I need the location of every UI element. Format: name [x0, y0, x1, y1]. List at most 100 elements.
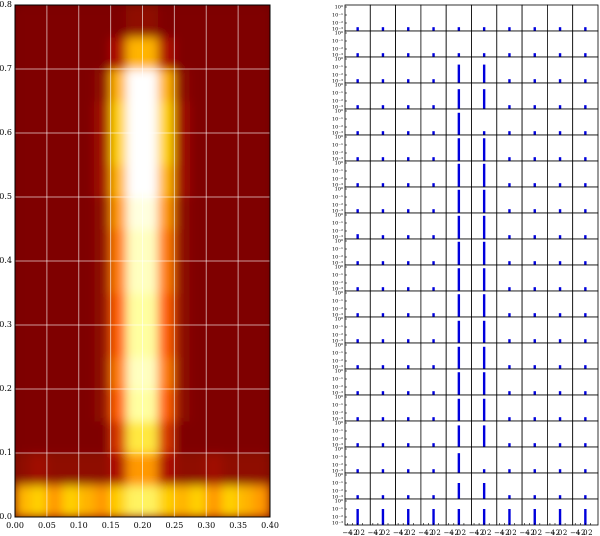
- panel-frame: [369, 342, 396, 370]
- bar: [584, 391, 587, 395]
- heatmap-cell: [173, 484, 191, 517]
- panel-frame: [547, 160, 574, 188]
- bar: [584, 27, 587, 31]
- panel-frame: [572, 56, 599, 84]
- heatmap-cell: [30, 420, 48, 454]
- heatmap-cell: [173, 36, 191, 70]
- y-tick-label: 0.2: [0, 384, 12, 393]
- heatmap-cell: [126, 132, 143, 166]
- bar: [533, 261, 536, 265]
- heatmap-cell: [46, 452, 64, 486]
- x-tick-label: 0: [533, 529, 537, 536]
- x-tick-label: −4: [342, 529, 353, 536]
- heatmap-cell: [94, 356, 112, 390]
- heatmap-cell: [157, 420, 175, 454]
- y-tick-label: 10⁻³: [332, 157, 343, 163]
- heatmap-cell: [142, 260, 159, 294]
- bar: [407, 495, 410, 499]
- panel-frame: [420, 238, 447, 266]
- bar: [482, 215, 486, 239]
- heatmap-cell: [253, 5, 270, 38]
- panel-frame: [344, 394, 371, 422]
- x-tick-label: 2: [436, 529, 440, 536]
- panel-frame: [420, 186, 447, 214]
- panel-frame: [445, 4, 472, 32]
- panel-frame: [344, 4, 371, 32]
- heatmap-cell: [253, 260, 270, 294]
- x-tick-label: 0: [431, 529, 435, 536]
- y-tick-label: 10⁰: [335, 213, 343, 219]
- panel-frame: [547, 4, 574, 32]
- bar: [533, 495, 536, 499]
- heatmap-cell: [157, 260, 175, 294]
- heatmap-cell: [15, 324, 32, 358]
- heatmap-cell: [157, 164, 175, 198]
- y-tick-label: 10⁻²: [332, 515, 343, 521]
- heatmap-cell: [78, 324, 96, 358]
- y-tick-label: 10⁰: [335, 135, 343, 141]
- heatmap-cell: [189, 452, 207, 486]
- bar: [558, 391, 562, 395]
- heatmap-cell: [94, 196, 112, 230]
- bar: [407, 417, 410, 421]
- panel-frame: [521, 134, 548, 162]
- panel-frame: [496, 82, 523, 110]
- heatmap-cell: [62, 5, 80, 38]
- plot-frame: [14, 4, 271, 518]
- bar: [356, 131, 359, 135]
- bar: [482, 346, 486, 369]
- y-tick-label: 10⁻³: [332, 443, 343, 449]
- heatmap-cell: [62, 132, 80, 166]
- bar: [584, 261, 587, 265]
- y-tick-label: 10⁻¹: [332, 247, 343, 253]
- heatmap-cell: [94, 228, 112, 262]
- heatmap-cell: [205, 164, 223, 198]
- bar: [508, 53, 511, 57]
- panel-frame: [547, 342, 574, 370]
- y-tick-label: 10⁻²: [332, 73, 343, 79]
- heatmap-cell: [173, 452, 191, 486]
- y-tick-label: 10⁻¹: [332, 403, 343, 409]
- heatmap-cell: [46, 324, 64, 358]
- x-tick-label: −4: [368, 529, 379, 536]
- heatmap-cell: [46, 292, 64, 326]
- bar: [356, 313, 359, 317]
- heatmap-cell: [221, 260, 239, 294]
- panel-frame: [547, 290, 574, 318]
- heatmap-cell: [157, 388, 175, 422]
- bar: [381, 417, 385, 421]
- heatmap-cell: [253, 228, 270, 262]
- panel-frame: [344, 342, 371, 370]
- x-tick-label: 0: [406, 529, 410, 536]
- bar: [381, 27, 385, 31]
- bar: [558, 313, 562, 317]
- heatmap-cell: [94, 324, 112, 358]
- y-tick-label: 10⁻³: [332, 235, 343, 241]
- y-tick-label: 10⁻¹: [332, 299, 343, 305]
- y-tick-label: 10⁰: [335, 369, 343, 375]
- panel-frame: [572, 316, 599, 344]
- y-tick-label: 0.6: [0, 128, 12, 137]
- heatmap-cell: [142, 388, 159, 422]
- panel-frame: [496, 108, 523, 136]
- bar: [584, 365, 587, 369]
- y-tick-label: 10⁻¹: [332, 429, 343, 435]
- y-tick-label: 10⁻²: [332, 203, 343, 209]
- bar: [407, 157, 410, 161]
- y-tick-label: 10⁻¹: [332, 91, 343, 97]
- panel-frame: [369, 238, 396, 266]
- panel-frame: [395, 160, 422, 188]
- panel-frame: [496, 134, 523, 162]
- panel-frame: [420, 264, 447, 292]
- x-tick-label: −4: [418, 529, 429, 536]
- heatmap-cell: [173, 420, 191, 454]
- heatmap-cell: [46, 36, 64, 70]
- heatmap-cell: [221, 132, 239, 166]
- heatmap-cell: [62, 68, 80, 102]
- bar: [558, 469, 562, 473]
- y-tick-label: 0.8: [0, 0, 12, 9]
- heatmap-cell: [173, 164, 191, 198]
- panel-frame: [496, 394, 523, 422]
- heatmap-cell: [46, 420, 64, 454]
- panel-frame: [395, 56, 422, 84]
